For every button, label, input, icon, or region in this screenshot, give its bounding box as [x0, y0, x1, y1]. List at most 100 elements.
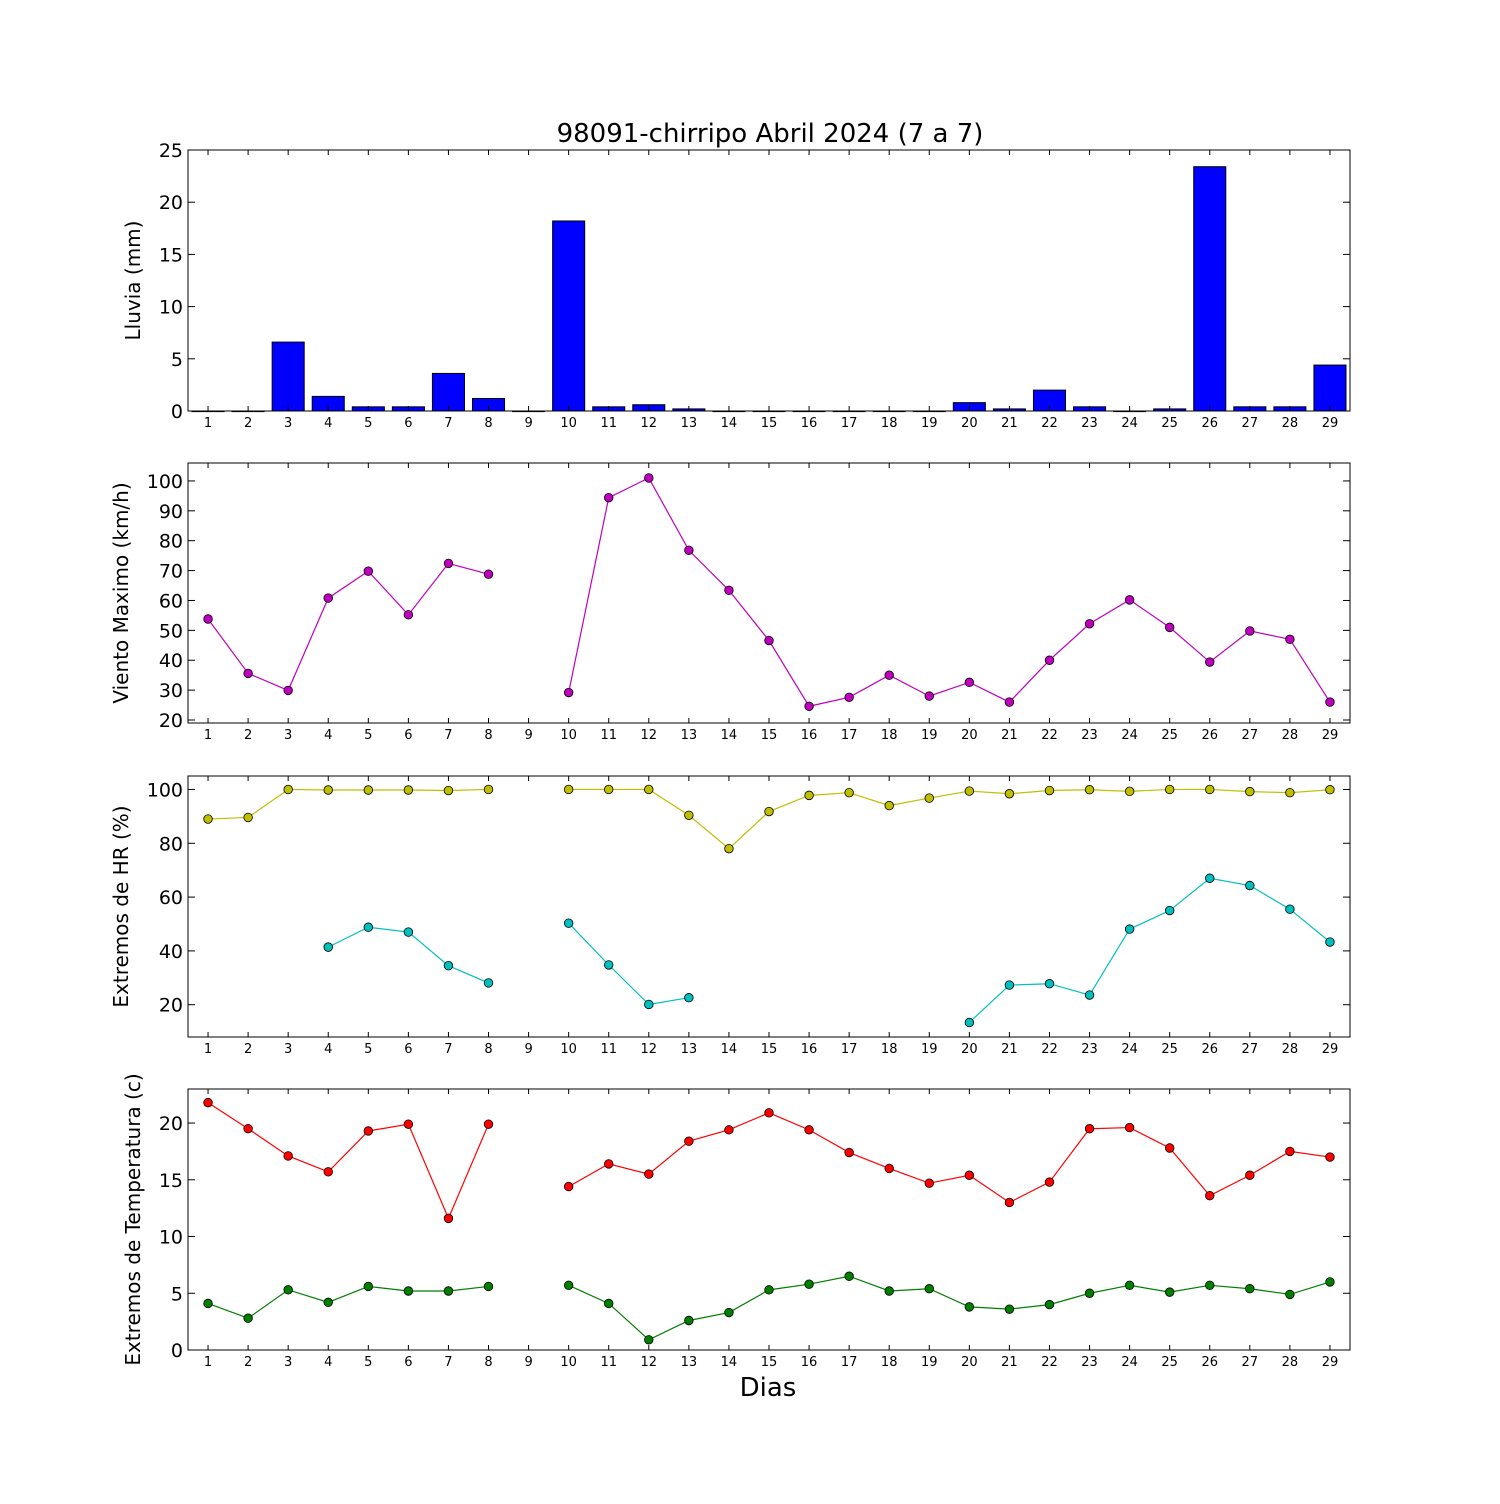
series-1-point-day-21	[1004, 789, 1015, 799]
y-tick-label: 10	[159, 297, 183, 319]
x-tick-label: 26	[1201, 416, 1218, 431]
series-1-point-day-7	[443, 558, 454, 569]
x-tick-label: 21	[1001, 416, 1018, 431]
series-1-point-day-17	[844, 787, 854, 798]
series-1-line	[207, 1102, 490, 1220]
x-tick-label: 21	[1001, 728, 1018, 743]
series-2-point-day-25	[1164, 905, 1175, 916]
x-tick-label: 13	[681, 728, 698, 743]
series-1-point-day-25	[1164, 622, 1175, 633]
x-tick-label: 7	[444, 1042, 452, 1057]
x-tick-label: 10	[560, 728, 577, 743]
x-tick-label: 5	[364, 1042, 372, 1057]
series-2-point-day-21	[1004, 1304, 1015, 1314]
series-2-point-day-8	[483, 978, 494, 988]
x-tick-label: 10	[560, 416, 577, 431]
x-tick-label: 15	[761, 1355, 778, 1370]
series-1-point-day-25	[1164, 1143, 1175, 1153]
series-2-point-day-20	[964, 1302, 975, 1312]
x-tick-label: 4	[324, 1355, 332, 1370]
y-tick-label: 5	[171, 349, 183, 371]
x-tick-label: 29	[1322, 1042, 1339, 1057]
series-2-point-day-10	[563, 1280, 574, 1291]
series-1-point-day-14	[724, 585, 734, 596]
series-2-point-day-26	[1205, 873, 1215, 883]
x-tick-label: 20	[961, 1042, 978, 1057]
series-2-point-day-24	[1124, 1280, 1135, 1291]
x-tick-label: 21	[1001, 1355, 1018, 1370]
series-1-point-day-6	[403, 785, 414, 795]
series-2-point-day-29	[1325, 937, 1335, 947]
series-2-point-day-4	[323, 1297, 333, 1308]
x-tick-label: 23	[1081, 1355, 1098, 1370]
x-tick-label: 15	[761, 416, 778, 431]
x-tick-label: 25	[1161, 1042, 1178, 1057]
x-tick-label: 13	[681, 416, 698, 431]
series-1-point-day-11	[604, 492, 614, 503]
series-1-point-day-18	[884, 1163, 894, 1174]
series-1-point-day-24	[1124, 595, 1135, 605]
x-tick-label: 15	[761, 1042, 778, 1057]
series-2-point-day-11	[604, 1298, 614, 1309]
x-tick-label: 22	[1041, 1355, 1058, 1370]
series-1-point-day-5	[363, 785, 374, 795]
x-tick-label: 26	[1201, 1042, 1218, 1057]
series-1-point-day-10	[563, 1181, 574, 1192]
series-1-point-day-23	[1084, 1124, 1095, 1134]
series-2-point-day-18	[884, 1286, 894, 1296]
x-tick-label: 3	[284, 728, 292, 743]
x-tick-label: 22	[1041, 416, 1058, 431]
series-1-point-day-14	[724, 1125, 734, 1135]
series-1-point-day-28	[1285, 787, 1295, 798]
x-tick-label: 3	[284, 416, 292, 431]
x-tick-label: 14	[721, 1355, 738, 1370]
x-tick-label: 24	[1121, 728, 1138, 743]
series-1-point-day-7	[443, 1213, 454, 1224]
x-tick-label: 29	[1322, 416, 1339, 431]
x-tick-label: 28	[1282, 1355, 1299, 1370]
series-2-point-day-11	[604, 960, 614, 970]
y-tick-label: 80	[159, 833, 183, 855]
x-tick-label: 20	[961, 416, 978, 431]
x-tick-label: 1	[204, 1042, 212, 1057]
series-1-point-day-26	[1205, 784, 1215, 795]
series-1-point-day-10	[563, 784, 574, 795]
chart-title: 98091-chirripo Abril 2024 (7 a 7)	[557, 119, 984, 149]
x-tick-label: 14	[721, 1042, 738, 1057]
x-tick-label: 16	[801, 728, 818, 743]
series-1-point-day-11	[604, 784, 614, 795]
series-2-point-day-27	[1245, 880, 1255, 891]
x-tick-label: 19	[921, 1042, 938, 1057]
series-1-point-day-29	[1325, 785, 1335, 795]
x-tick-label: 17	[841, 1042, 858, 1057]
series-1-point-day-17	[844, 692, 854, 702]
x-tick-label: 18	[881, 728, 898, 743]
y-tick-label: 20	[159, 995, 183, 1017]
x-tick-label: 1	[204, 728, 212, 743]
series-1-point-day-16	[804, 790, 814, 801]
y-tick-label: 100	[147, 779, 183, 801]
series-1-point-day-18	[884, 800, 894, 811]
x-tick-label: 9	[524, 728, 532, 743]
series-1-point-day-12	[644, 1169, 654, 1179]
x-tick-label: 15	[761, 728, 778, 743]
x-tick-label: 19	[921, 416, 938, 431]
series-1-point-day-29	[1325, 697, 1335, 707]
series-1-point-day-20	[964, 677, 975, 688]
y-tick-label: 10	[159, 1227, 183, 1249]
x-tick-label: 10	[560, 1042, 577, 1057]
series-1-point-day-3	[283, 784, 293, 795]
x-tick-label: 12	[641, 1042, 658, 1057]
x-tick-label: 17	[841, 728, 858, 743]
bar-day-10	[552, 220, 586, 412]
series-1-point-day-19	[924, 691, 934, 701]
x-tick-label: 12	[641, 1355, 658, 1370]
series-1-point-day-2	[243, 1124, 253, 1134]
series-2-point-day-20	[964, 1017, 975, 1028]
series-1-point-day-8	[483, 1119, 494, 1129]
series-2-point-day-4	[323, 942, 333, 952]
series-1-point-day-5	[363, 1126, 374, 1136]
series-1-line	[208, 788, 489, 820]
y-tick-label: 0	[171, 401, 183, 423]
y-tick-label: 40	[159, 941, 183, 963]
